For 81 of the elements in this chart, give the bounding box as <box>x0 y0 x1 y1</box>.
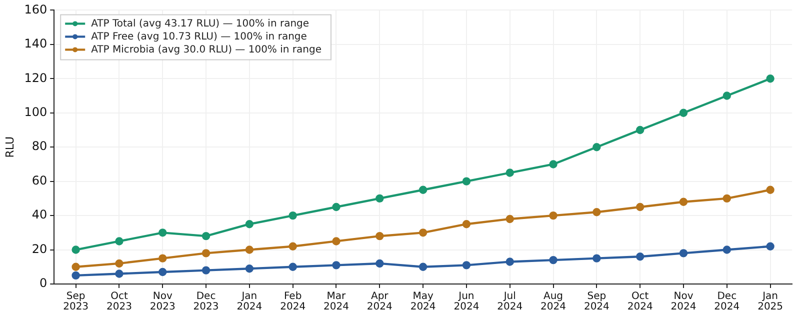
point <box>115 270 124 278</box>
legend-label: ATP Microbia (avg 30.0 RLU) — 100% in range <box>91 44 322 56</box>
point <box>679 249 688 258</box>
x-tick-label: Dec 2024 <box>714 290 740 312</box>
point <box>722 92 731 100</box>
point <box>245 264 254 273</box>
x-tick-label: Feb 2024 <box>280 290 306 312</box>
y-axis-title: RLU <box>3 136 16 158</box>
y-tick-label: 100 <box>24 105 48 119</box>
x-tick-label: Jun 2024 <box>454 290 480 312</box>
y-tick-label: 80 <box>32 139 48 154</box>
point <box>722 194 731 203</box>
point <box>506 214 514 224</box>
point <box>636 252 644 261</box>
x-tick-label: Jul 2024 <box>497 290 523 312</box>
point <box>158 228 167 237</box>
point <box>722 246 731 254</box>
y-tick-label: 120 <box>24 70 48 85</box>
point <box>158 268 167 276</box>
point <box>376 259 384 268</box>
point <box>766 74 774 83</box>
point <box>766 242 774 250</box>
x-tick-label: Dec 2023 <box>193 290 219 312</box>
point <box>72 262 80 271</box>
x-tick-label: Jan 2024 <box>236 290 262 312</box>
y-tick-label: 40 <box>32 208 48 222</box>
point <box>72 271 80 280</box>
x-tick-label: Oct 2024 <box>627 290 653 312</box>
x-tick-label: Sep 2024 <box>584 290 610 312</box>
x-tick-label: Sep 2023 <box>63 290 89 312</box>
point <box>332 261 340 270</box>
x-tick-label: Jan 2025 <box>758 290 784 312</box>
point <box>288 242 297 250</box>
point <box>202 232 210 240</box>
y-tick-label: 140 <box>24 36 48 51</box>
point <box>332 202 340 212</box>
point <box>202 249 210 258</box>
x-tick-label: Mar 2024 <box>324 290 349 312</box>
point <box>288 211 297 220</box>
point <box>592 208 601 216</box>
point <box>549 211 558 220</box>
x-tick-label: May 2024 <box>410 290 436 312</box>
point <box>115 237 124 246</box>
x-tick-label: Nov 2024 <box>670 290 696 312</box>
point <box>549 160 558 168</box>
point <box>245 220 254 228</box>
y-tick-label: 0 <box>39 276 48 290</box>
point <box>245 246 254 254</box>
point <box>462 177 471 186</box>
point <box>549 256 558 264</box>
legend-label: ATP Free (avg 10.73 RLU) — 100% in range <box>91 31 307 42</box>
point <box>679 198 688 206</box>
point <box>288 262 297 271</box>
point <box>462 220 471 228</box>
y-tick-label: 60 <box>32 173 48 188</box>
point <box>462 261 471 270</box>
point <box>115 259 124 268</box>
x-tick-label: Oct 2023 <box>106 290 132 312</box>
point <box>376 194 384 203</box>
point <box>766 186 774 194</box>
point <box>636 126 644 134</box>
x-tick-label: Apr 2024 <box>366 290 392 312</box>
point <box>72 246 80 254</box>
point <box>202 266 210 274</box>
point <box>679 108 688 117</box>
point <box>332 237 340 246</box>
point <box>376 232 384 240</box>
x-tick-label: Aug 2024 <box>540 290 566 312</box>
point <box>636 202 644 212</box>
point <box>592 143 601 152</box>
x-tick-label: Nov 2023 <box>150 290 176 312</box>
y-tick-label: 20 <box>32 242 48 256</box>
y-tick-label: 160 <box>24 2 48 16</box>
point <box>418 262 428 271</box>
legend-label: ATP Total (avg 43.17 RLU) — 100% in range <box>91 18 310 30</box>
point <box>158 254 167 262</box>
point <box>506 168 514 177</box>
point <box>418 228 428 237</box>
point <box>418 186 428 194</box>
point <box>506 258 514 266</box>
point <box>592 254 601 262</box>
